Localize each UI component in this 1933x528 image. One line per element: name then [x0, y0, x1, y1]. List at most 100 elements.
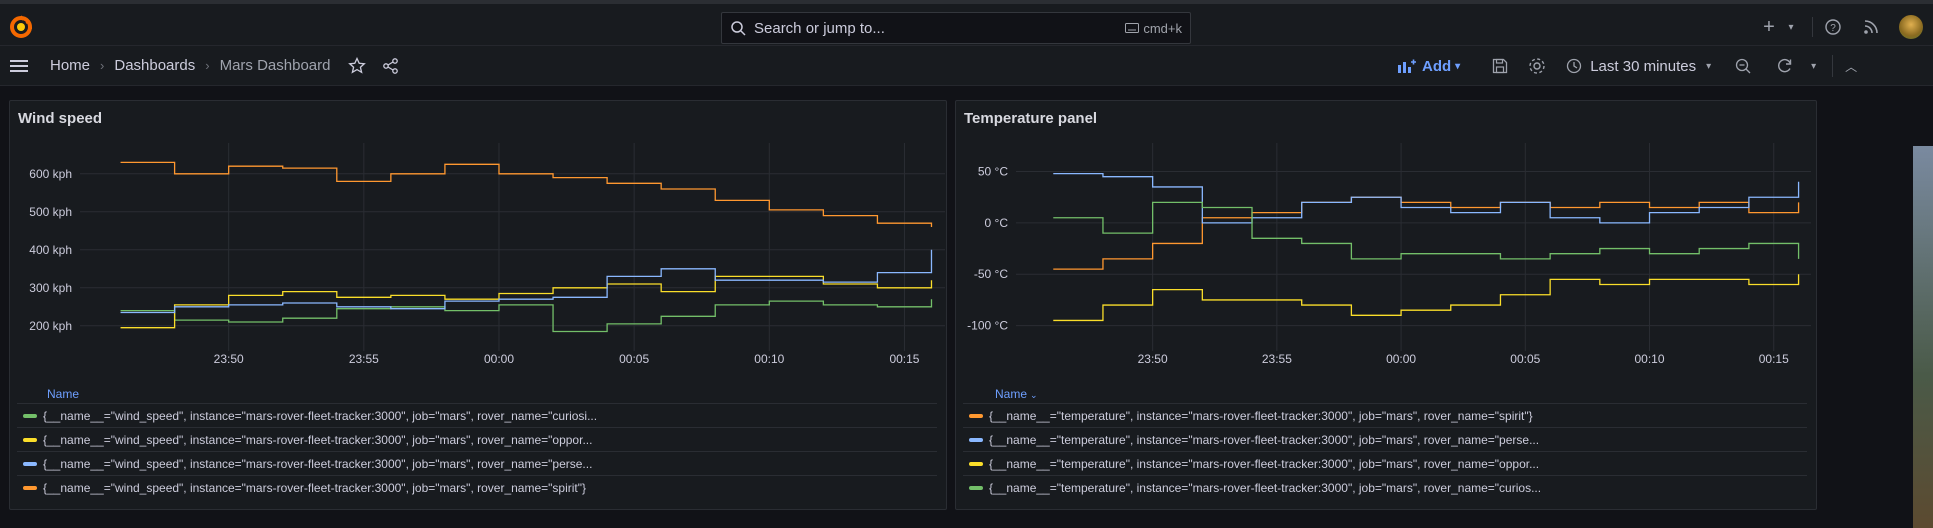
- legend-color-swatch: [23, 413, 37, 418]
- panel-wind-speed[interactable]: Wind speed 200 kph 300 kph 400 kph 500 kph 6…: [9, 100, 947, 510]
- shortcut-label: cmd+k: [1143, 20, 1182, 36]
- background-image-strip: [1913, 146, 1933, 528]
- add-button[interactable]: Add ▾: [1398, 58, 1460, 75]
- divider: [1812, 17, 1813, 37]
- star-icon[interactable]: [348, 56, 367, 75]
- legend-item[interactable]: {__name__="wind_speed", instance="mars-r…: [17, 403, 937, 427]
- new-plus-icon[interactable]: +: [1763, 15, 1775, 38]
- svg-text:?: ?: [1830, 23, 1836, 34]
- series-line-blue: [120, 249, 933, 314]
- series-line-blue: [1053, 172, 1800, 224]
- search-input[interactable]: Search or jump to... cmd+k: [721, 12, 1191, 44]
- nav-actions: Add ▾ Last 30 minutes ▾ ▾ ︿: [1398, 46, 1857, 86]
- series-line-yellow: [120, 275, 933, 329]
- sort-chevron-down-icon: ⌄: [1030, 390, 1038, 400]
- legend-name-header[interactable]: Name: [47, 387, 80, 401]
- legend-item[interactable]: {__name__="wind_speed", instance="mars-r…: [17, 475, 937, 499]
- x-tick-label: 23:55: [1262, 352, 1292, 366]
- y-tick-label: 600 kph: [29, 167, 72, 181]
- legend-color-swatch: [23, 437, 37, 442]
- user-avatar[interactable]: [1899, 15, 1923, 39]
- time-range-picker[interactable]: Last 30 minutes ▾: [1566, 58, 1711, 75]
- help-icon[interactable]: ?: [1825, 19, 1841, 35]
- breadcrumb-current-dashboard: Mars Dashboard: [219, 57, 331, 74]
- legend-item[interactable]: {__name__="wind_speed", instance="mars-r…: [17, 451, 937, 475]
- divider: [1832, 55, 1834, 77]
- x-tick-label: 00:05: [619, 352, 649, 366]
- legend-label: {__name__="wind_speed", instance="mars-r…: [43, 432, 593, 447]
- x-tick-label: 00:10: [754, 352, 784, 366]
- x-tick-label: 00:00: [484, 352, 514, 366]
- zoom-out-icon[interactable]: [1735, 58, 1751, 74]
- clock-icon: [1567, 58, 1582, 74]
- breadcrumb-dashboards[interactable]: Dashboards: [114, 57, 196, 74]
- breadcrumb-home[interactable]: Home: [50, 57, 91, 74]
- y-tick-label: 200 kph: [29, 319, 72, 333]
- y-tick-label: 0 °C: [985, 216, 1009, 230]
- x-tick-label: 00:15: [889, 352, 919, 366]
- x-tick-label: 23:50: [214, 352, 244, 366]
- search-icon: [731, 21, 746, 36]
- chevron-down-icon: ▾: [1455, 60, 1461, 72]
- series-line-green: [120, 299, 933, 333]
- series-line-green: [1053, 201, 1800, 260]
- breadcrumb-separator: ›: [100, 58, 105, 73]
- share-icon[interactable]: [382, 57, 400, 75]
- refresh-interval-chevron-icon[interactable]: ▾: [1811, 60, 1817, 72]
- x-tick-label: 23:55: [349, 352, 379, 366]
- legend-name-header[interactable]: Name ⌄: [995, 387, 1038, 401]
- y-tick-label: -50 °C: [974, 267, 1008, 281]
- chevron-down-icon[interactable]: ▾: [1788, 21, 1794, 33]
- legend-color-swatch: [969, 461, 983, 466]
- legend-label: {__name__="wind_speed", instance="mars-r…: [43, 456, 593, 471]
- legend-label: {__name__="temperature", instance="mars-…: [989, 432, 1540, 447]
- collapse-chevron-up-icon[interactable]: ︿: [1845, 59, 1858, 74]
- legend-item[interactable]: {__name__="temperature", instance="mars-…: [963, 451, 1807, 475]
- x-tick-label: 23:50: [1138, 352, 1168, 366]
- x-tick-label: 00:15: [1759, 352, 1789, 366]
- legend-label: {__name__="wind_speed", instance="mars-r…: [43, 408, 598, 423]
- keyboard-icon: [1125, 23, 1140, 33]
- legend-label: {__name__="temperature", instance="mars-…: [989, 480, 1542, 495]
- save-icon[interactable]: [1492, 58, 1508, 74]
- legend-color-swatch: [23, 461, 37, 466]
- panel-title: Wind speed: [18, 110, 103, 127]
- legend-item[interactable]: {__name__="temperature", instance="mars-…: [963, 475, 1807, 499]
- series-line-orange: [120, 161, 933, 227]
- refresh-icon[interactable]: [1777, 58, 1793, 74]
- x-tick-label: 00:10: [1635, 352, 1665, 366]
- wind-speed-chart[interactable]: 200 kph 300 kph 400 kph 500 kph 600 kph 23:50…: [10, 141, 948, 431]
- menu-icon[interactable]: [10, 58, 30, 74]
- rss-news-icon[interactable]: [1863, 19, 1879, 35]
- search-placeholder: Search or jump to...: [754, 19, 885, 37]
- legend-color-swatch: [969, 413, 983, 418]
- legend-item[interactable]: {__name__="wind_speed", instance="mars-r…: [17, 427, 937, 451]
- panel-temperature[interactable]: Temperature panel 50 °C 0 °C -50 °C -100 °C…: [955, 100, 1817, 510]
- x-tick-label: 00:00: [1386, 352, 1416, 366]
- legend-item[interactable]: {__name__="temperature", instance="mars-…: [963, 427, 1807, 451]
- legend-label: {__name__="temperature", instance="mars-…: [989, 456, 1540, 471]
- y-tick-label: 50 °C: [978, 165, 1008, 179]
- legend-item[interactable]: {__name__="temperature", instance="mars-…: [963, 403, 1807, 427]
- keyboard-shortcut: cmd+k: [1125, 21, 1182, 36]
- time-range-label: Last 30 minutes: [1590, 57, 1697, 75]
- top-bar: Search or jump to... cmd+k + ▾ ?: [0, 0, 1933, 46]
- legend-label: {__name__="wind_speed", instance="mars-r…: [43, 480, 587, 495]
- y-tick-label: 400 kph: [29, 243, 72, 257]
- settings-gear-icon[interactable]: [1528, 57, 1546, 75]
- y-tick-label: 300 kph: [29, 281, 72, 295]
- y-tick-label: 500 kph: [29, 205, 72, 219]
- legend-color-swatch: [969, 485, 983, 490]
- temperature-chart[interactable]: 50 °C 0 °C -50 °C -100 °C 23:50 23:55 00:00 00:…: [956, 141, 1818, 431]
- legend-color-swatch: [23, 485, 37, 490]
- legend-name-header-label: Name: [995, 387, 1028, 401]
- add-button-label: Add: [1422, 57, 1452, 75]
- chevron-down-icon: ▾: [1706, 60, 1712, 72]
- grafana-logo-icon[interactable]: [8, 14, 34, 40]
- add-panel-icon: [1398, 59, 1416, 73]
- legend-color-swatch: [969, 437, 983, 442]
- breadcrumb-separator: ›: [205, 58, 210, 73]
- dashboard-nav-bar: Home › Dashboards › Mars Dashboard Add ▾…: [0, 46, 1933, 86]
- y-tick-label: -100 °C: [967, 319, 1008, 333]
- legend-label: {__name__="temperature", instance="mars-…: [989, 408, 1533, 423]
